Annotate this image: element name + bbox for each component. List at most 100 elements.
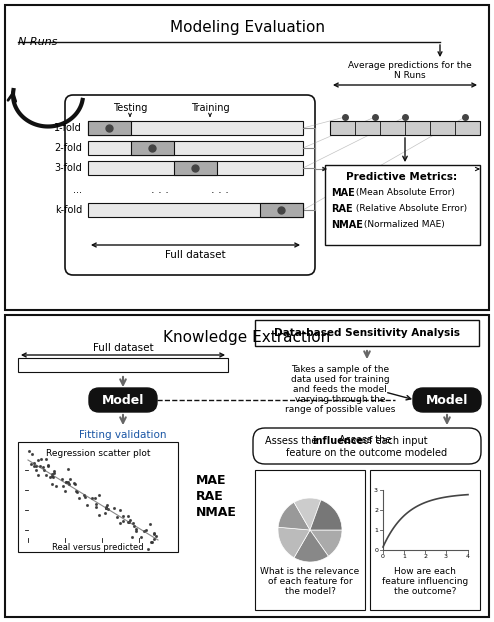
Point bbox=[102, 503, 110, 513]
Text: (Relative Absolute Error): (Relative Absolute Error) bbox=[353, 205, 467, 213]
Point bbox=[27, 459, 35, 469]
Text: RAE: RAE bbox=[196, 490, 224, 503]
Point bbox=[150, 529, 158, 539]
Point bbox=[25, 446, 33, 456]
FancyBboxPatch shape bbox=[65, 95, 315, 275]
Wedge shape bbox=[294, 498, 321, 530]
Point bbox=[116, 518, 124, 527]
Text: varying through the: varying through the bbox=[295, 396, 385, 404]
Point bbox=[82, 492, 89, 502]
Point bbox=[124, 511, 132, 521]
Text: of each input: of each input bbox=[360, 436, 428, 446]
Point bbox=[129, 518, 137, 527]
Point bbox=[62, 476, 70, 486]
Point bbox=[42, 470, 50, 480]
Point bbox=[104, 504, 112, 514]
Text: NMAE: NMAE bbox=[331, 220, 363, 230]
Point bbox=[48, 471, 56, 481]
Point bbox=[103, 501, 111, 511]
Text: Assess the: Assess the bbox=[339, 435, 395, 445]
Text: What is the relevance: What is the relevance bbox=[260, 567, 360, 577]
Point bbox=[36, 461, 43, 471]
Text: feature on the outcome modeled: feature on the outcome modeled bbox=[287, 448, 448, 458]
Point bbox=[110, 503, 118, 513]
Point bbox=[64, 477, 72, 487]
Text: Testing: Testing bbox=[113, 103, 147, 113]
Bar bbox=[255, 470, 365, 610]
Text: 3-fold: 3-fold bbox=[54, 163, 82, 173]
Text: and feeds the model: and feeds the model bbox=[293, 386, 387, 394]
Point bbox=[147, 537, 155, 547]
Bar bbox=[131, 141, 174, 155]
Point bbox=[119, 516, 127, 526]
Point bbox=[148, 537, 156, 547]
Point bbox=[33, 461, 41, 471]
Text: Average predictions for the: Average predictions for the bbox=[348, 62, 472, 70]
Point bbox=[92, 502, 100, 512]
Text: NMAE: NMAE bbox=[196, 506, 237, 519]
Point bbox=[50, 466, 58, 476]
Text: Data-based Sensitivity Analysis: Data-based Sensitivity Analysis bbox=[274, 328, 460, 338]
Text: Real versus predicted: Real versus predicted bbox=[52, 544, 144, 552]
Text: N Runs: N Runs bbox=[18, 37, 57, 47]
Wedge shape bbox=[310, 500, 342, 530]
Point bbox=[80, 490, 88, 500]
Wedge shape bbox=[278, 527, 310, 558]
Text: 2-fold: 2-fold bbox=[54, 143, 82, 153]
Bar bbox=[18, 442, 178, 552]
Point bbox=[150, 534, 158, 544]
Bar bbox=[255, 320, 479, 346]
Point bbox=[65, 479, 73, 489]
Point bbox=[140, 526, 148, 536]
FancyBboxPatch shape bbox=[413, 388, 481, 412]
Text: Full dataset: Full dataset bbox=[165, 250, 225, 260]
Point bbox=[91, 493, 99, 503]
Text: the outcome?: the outcome? bbox=[394, 588, 456, 596]
Point bbox=[44, 461, 52, 471]
Point bbox=[92, 499, 100, 509]
Point bbox=[62, 477, 70, 487]
Point bbox=[130, 521, 138, 531]
Text: 0: 0 bbox=[381, 554, 385, 560]
Point bbox=[150, 528, 158, 538]
Bar bbox=[88, 203, 303, 217]
Text: range of possible values: range of possible values bbox=[285, 406, 395, 414]
Point bbox=[34, 455, 41, 465]
Text: Training: Training bbox=[191, 103, 229, 113]
Bar bbox=[370, 470, 480, 610]
FancyBboxPatch shape bbox=[89, 388, 157, 412]
Text: Regression scatter plot: Regression scatter plot bbox=[46, 448, 150, 458]
Text: influence: influence bbox=[312, 436, 363, 446]
Text: 0: 0 bbox=[374, 547, 378, 552]
Text: k-fold: k-fold bbox=[55, 205, 82, 215]
Text: 3: 3 bbox=[374, 488, 378, 493]
Point bbox=[44, 460, 52, 470]
Point bbox=[126, 515, 134, 525]
Bar bbox=[330, 121, 480, 135]
Wedge shape bbox=[278, 503, 310, 530]
Point bbox=[71, 479, 79, 489]
Point bbox=[142, 525, 150, 535]
Point bbox=[113, 511, 121, 521]
Point bbox=[42, 454, 50, 464]
Point bbox=[101, 508, 109, 518]
Point bbox=[124, 518, 132, 527]
Bar bbox=[88, 121, 131, 135]
Bar bbox=[18, 358, 228, 372]
Point bbox=[132, 526, 140, 536]
Point bbox=[29, 449, 37, 459]
Point bbox=[102, 502, 110, 512]
Point bbox=[58, 474, 66, 484]
Text: Full dataset: Full dataset bbox=[93, 343, 153, 353]
Text: . . .: . . . bbox=[211, 185, 229, 195]
Point bbox=[30, 461, 38, 471]
Point bbox=[49, 473, 57, 483]
Bar bbox=[260, 203, 303, 217]
Point bbox=[72, 486, 80, 496]
Point bbox=[128, 532, 136, 542]
Point bbox=[102, 503, 110, 513]
Point bbox=[64, 463, 72, 473]
Point bbox=[116, 505, 124, 515]
Text: 1-fold: 1-fold bbox=[54, 123, 82, 133]
Text: Model: Model bbox=[426, 394, 468, 407]
